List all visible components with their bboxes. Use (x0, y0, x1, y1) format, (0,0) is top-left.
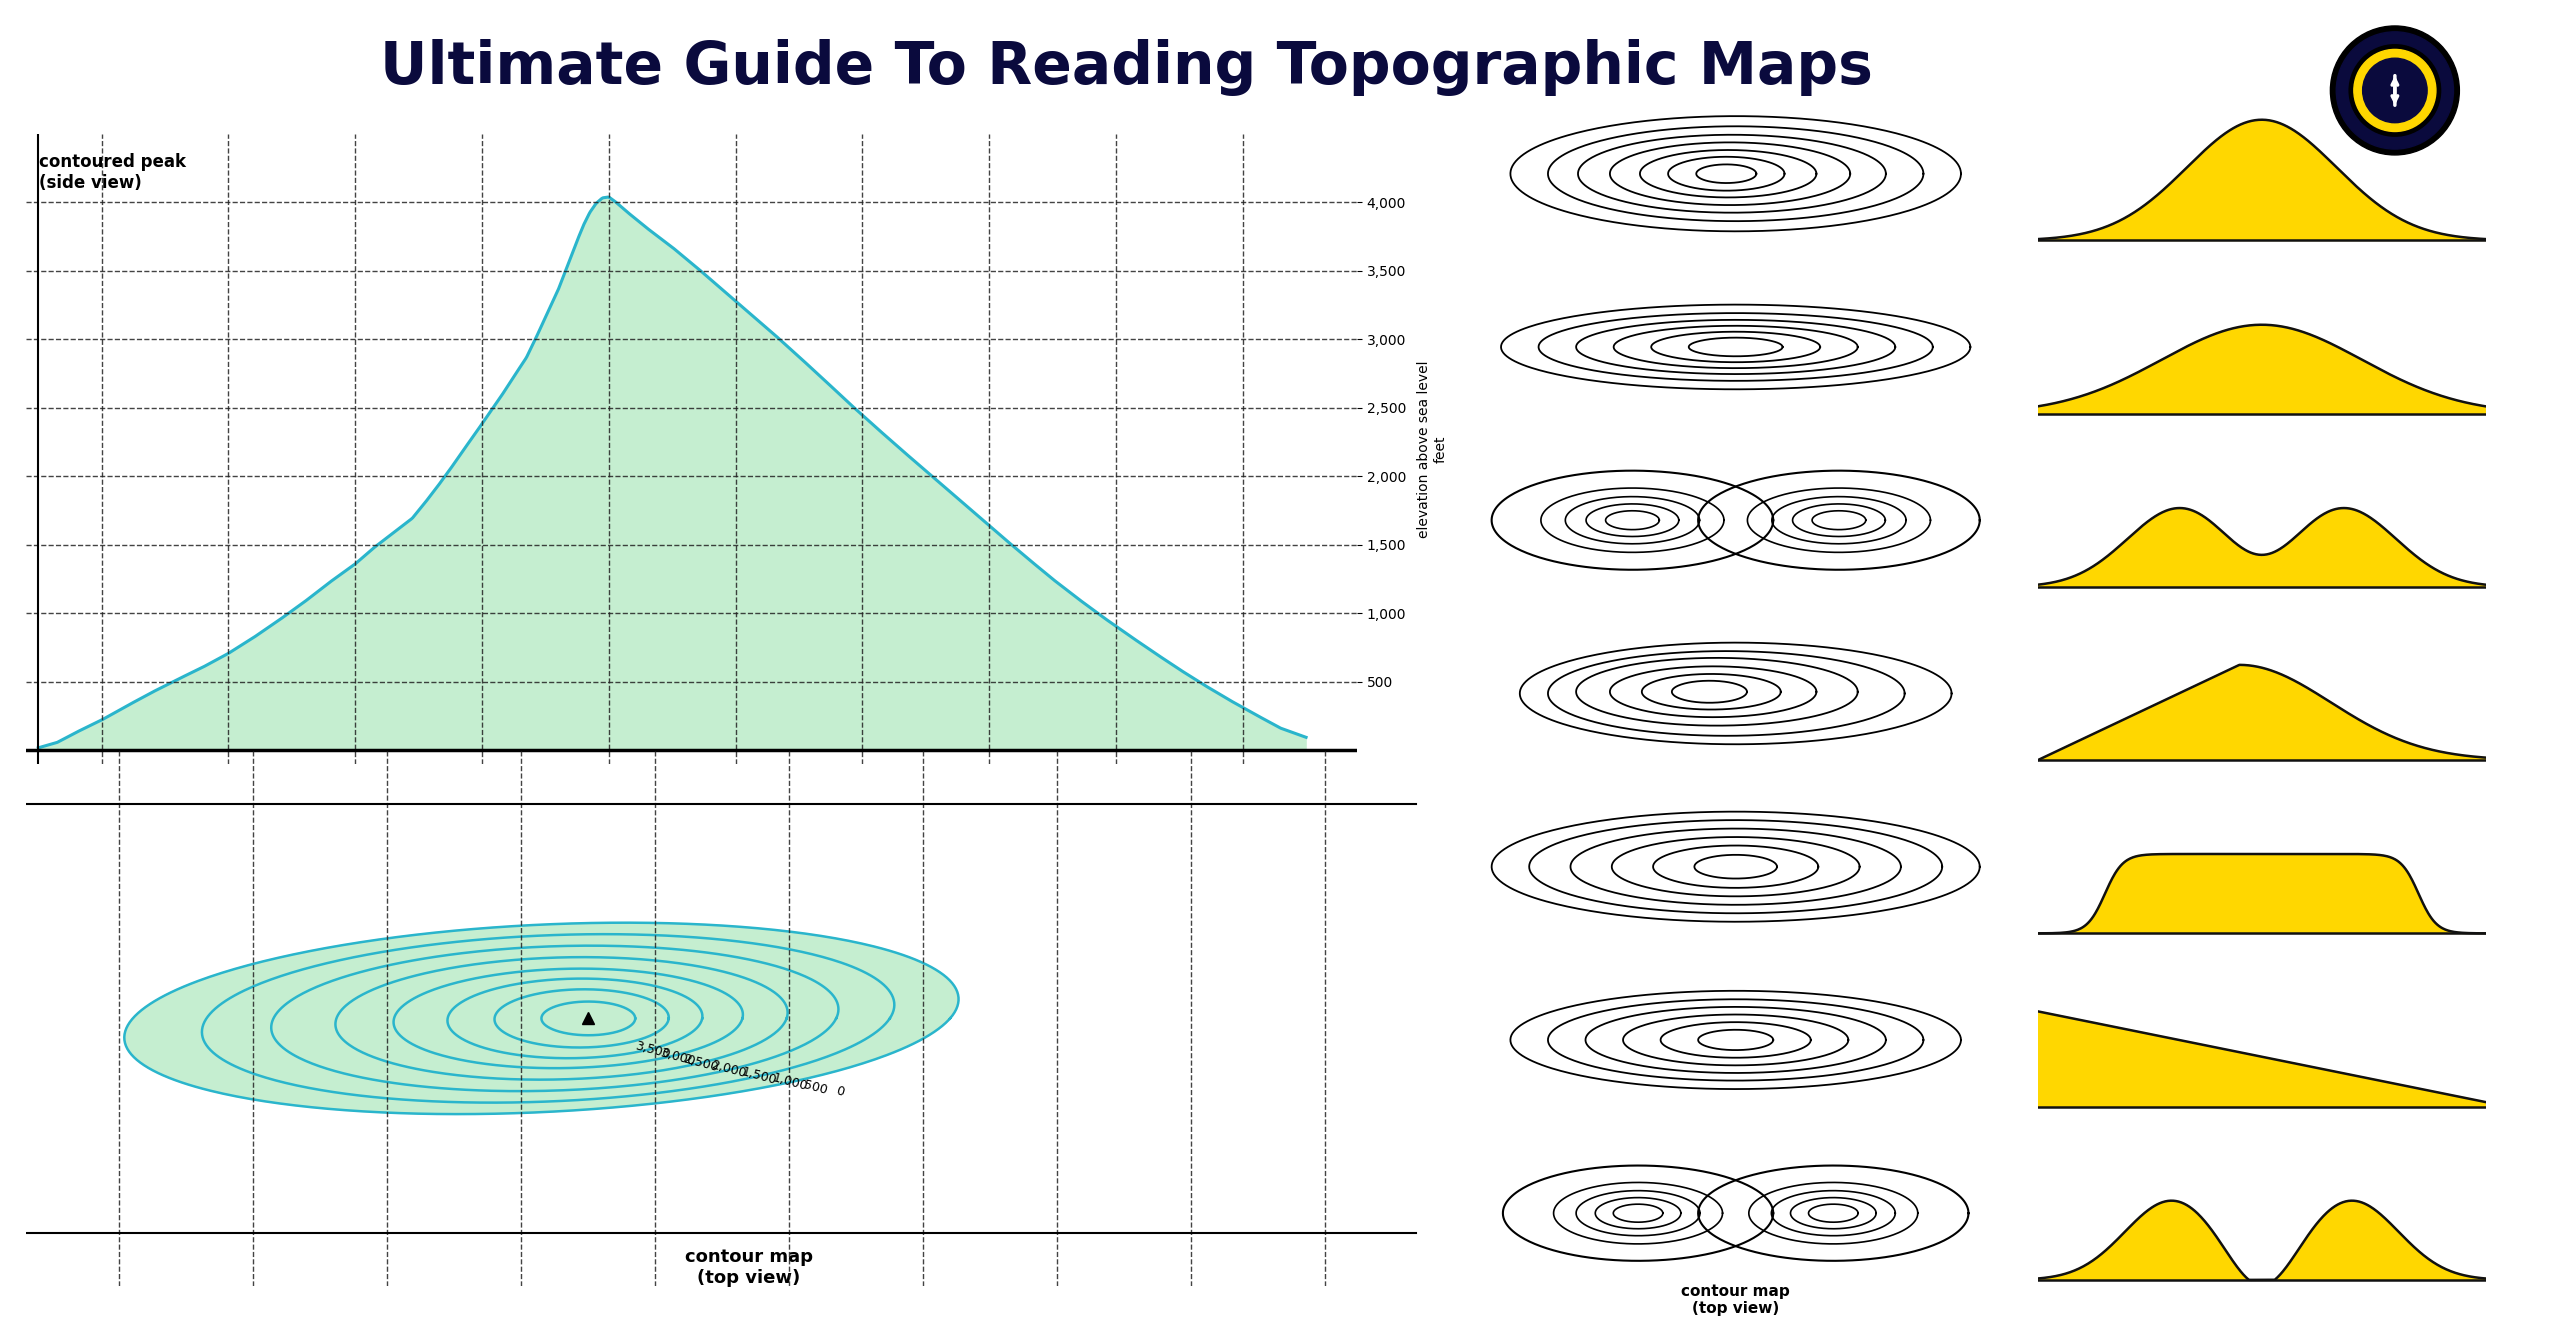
Text: 2,500: 2,500 (681, 1053, 719, 1075)
Polygon shape (2038, 665, 2486, 760)
Polygon shape (38, 197, 1306, 750)
Polygon shape (1492, 470, 1774, 570)
Circle shape (2337, 32, 2452, 149)
Text: Ultimate Guide To Reading Topographic Maps: Ultimate Guide To Reading Topographic Ma… (379, 39, 1874, 95)
Polygon shape (1510, 990, 1961, 1089)
Text: 3,500: 3,500 (632, 1040, 671, 1061)
Polygon shape (2038, 324, 2486, 414)
Polygon shape (1503, 1166, 1774, 1261)
Text: contoured peak
(side view): contoured peak (side view) (38, 153, 187, 192)
Circle shape (2330, 25, 2460, 155)
Polygon shape (2038, 508, 2486, 587)
Text: contour map
(top view): contour map (top view) (1682, 1284, 1789, 1316)
Polygon shape (2038, 1012, 2486, 1107)
Polygon shape (1510, 117, 1961, 232)
Polygon shape (2038, 1201, 2486, 1280)
Circle shape (2350, 44, 2440, 137)
Text: 2,000: 2,000 (709, 1059, 748, 1080)
Polygon shape (1500, 304, 1971, 390)
Circle shape (2353, 50, 2437, 131)
Polygon shape (125, 923, 957, 1114)
Polygon shape (2038, 119, 2486, 240)
Text: 3,000: 3,000 (658, 1047, 696, 1068)
Polygon shape (1521, 643, 1951, 744)
Polygon shape (1697, 470, 1979, 570)
Text: contour map
(top view): contour map (top view) (686, 1248, 814, 1286)
Circle shape (2363, 58, 2427, 123)
Text: 1,500: 1,500 (740, 1065, 778, 1087)
Polygon shape (1697, 1166, 1969, 1261)
Polygon shape (1492, 812, 1979, 922)
Y-axis label: elevation above sea level
feet: elevation above sea level feet (1418, 360, 1446, 537)
Text: 1,000: 1,000 (771, 1072, 809, 1093)
Text: 0: 0 (835, 1085, 845, 1099)
Polygon shape (2038, 854, 2486, 934)
Text: 500: 500 (804, 1079, 829, 1097)
